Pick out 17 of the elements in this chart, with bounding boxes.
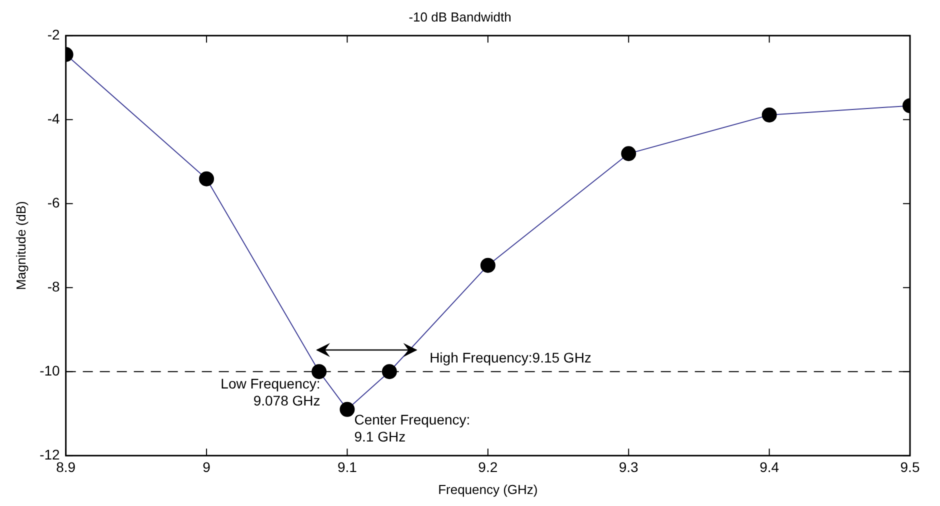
y-axis-title: Magnitude (dB): [13, 201, 28, 290]
x-tick-label: 9.1: [337, 458, 358, 475]
x-tick-label: 9: [202, 458, 211, 475]
x-tick-label: 9.3: [618, 458, 639, 475]
x-tick-label: 9.5: [900, 458, 920, 475]
y-tick-label: -8: [47, 278, 60, 294]
chart-title: -10 dB Bandwidth: [408, 9, 512, 24]
x-axis-title: Frequency (GHz): [438, 482, 538, 497]
y-tick-label: -6: [47, 194, 60, 210]
annotation: Low Frequency: 9.078 GHz: [220, 375, 320, 408]
y-tick-label: -4: [47, 110, 60, 126]
annotation: High Frequency:9.15 GHz: [430, 349, 592, 366]
x-tick-label: 9.2: [478, 458, 498, 475]
annotation: Center Frequency: 9.1 GHz: [354, 411, 470, 444]
x-tick-label: 9.4: [760, 458, 780, 475]
y-tick-label: -10: [40, 362, 60, 378]
y-tick-label: -2: [47, 26, 60, 42]
